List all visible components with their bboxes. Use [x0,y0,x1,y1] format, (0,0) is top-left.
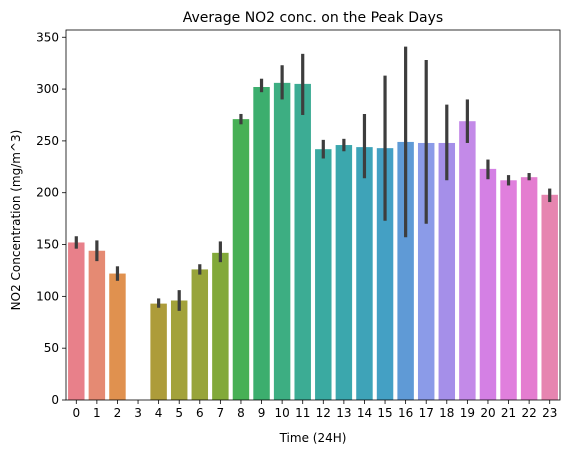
bar-19 [459,121,476,401]
x-tick-label-18: 18 [439,406,454,420]
y-tick-label-50: 50 [44,341,59,355]
bar-23 [541,194,558,400]
x-tick-label-13: 13 [336,406,351,420]
x-tick-label-17: 17 [419,406,434,420]
x-tick-label-7: 7 [217,406,225,420]
y-tick-label-250: 250 [36,134,59,148]
bar-20 [479,168,497,400]
x-tick-label-15: 15 [377,406,392,420]
y-tick-label-300: 300 [36,82,59,96]
bar-10 [273,82,291,400]
x-tick-label-2: 2 [114,406,122,420]
x-tick-label-8: 8 [237,406,245,420]
bar-6 [191,269,209,400]
y-axis-label: NO2 Concentration (mg/m^3) [9,130,23,311]
x-tick-label-19: 19 [460,406,475,420]
bar-16 [397,141,414,400]
bar-0 [68,242,85,400]
plot-area [68,46,558,401]
axes: 0 1 2 3 4 5 6 7 8 9 10 11 12 13 14 15 16 17 18 19 20 21 22 2305… [36,29,561,420]
x-tick-label-9: 9 [258,406,266,420]
x-tick-label-21: 21 [501,406,516,420]
bar-5 [170,300,188,400]
bar-14 [356,147,373,400]
bar-2 [109,273,126,400]
y-tick-label-350: 350 [36,30,59,44]
x-tick-label-11: 11 [295,406,310,420]
x-tick-label-6: 6 [196,406,204,420]
x-tick-label-3: 3 [134,406,142,420]
x-tick-label-23: 23 [542,406,557,420]
x-tick-label-5: 5 [175,406,183,420]
x-tick-label-22: 22 [521,406,536,420]
y-tick-label-0: 0 [51,393,59,407]
bar-21 [500,180,517,400]
x-tick-label-0: 0 [72,406,80,420]
bar-18 [438,142,456,401]
bar-15 [376,148,394,400]
bar-22 [520,177,538,400]
bar-7 [212,252,229,400]
bar-11 [294,83,311,400]
x-tick-label-16: 16 [398,406,413,420]
bar-8 [232,119,250,400]
bar-12 [315,149,332,400]
x-tick-label-20: 20 [480,406,495,420]
bar-9 [253,87,270,400]
x-tick-label-14: 14 [357,406,372,420]
x-tick-label-4: 4 [155,406,163,420]
axes-frame [65,29,561,401]
bar-4 [150,303,167,400]
bar-1 [88,250,106,400]
y-tick-label-100: 100 [36,289,59,303]
y-tick-label-150: 150 [36,238,59,252]
bar-13 [335,145,353,400]
bar-17 [417,142,435,401]
x-tick-label-10: 10 [274,406,289,420]
x-tick-label-12: 12 [316,406,331,420]
x-axis-label: Time (24H) [279,431,347,445]
x-tick-label-1: 1 [93,406,101,420]
chart-title: Average NO2 conc. on the Peak Days [183,10,443,26]
y-tick-label-200: 200 [36,186,59,200]
